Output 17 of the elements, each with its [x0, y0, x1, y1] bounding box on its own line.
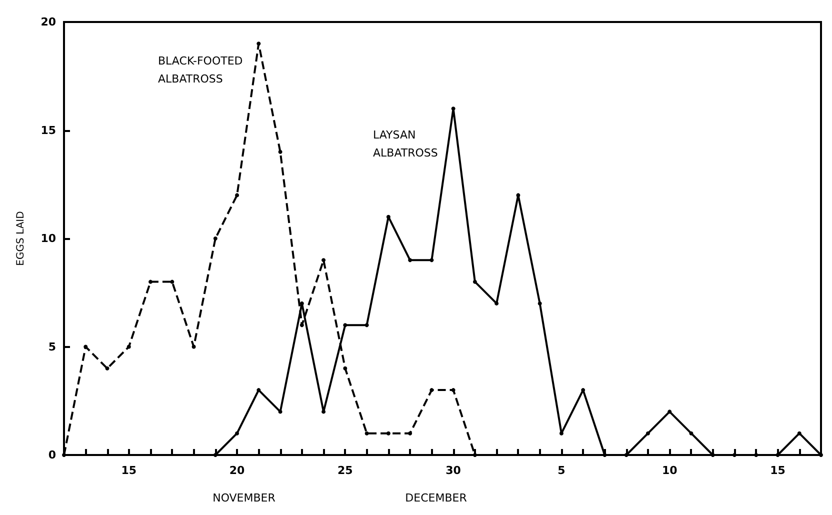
series-label: LAYSAN ALBATROSS — [373, 128, 438, 160]
x-tick-label: 30 — [446, 464, 462, 477]
x-tick-label: 25 — [338, 464, 353, 477]
text: DECEMBER — [405, 492, 468, 504]
y-tick-label: 10 — [40, 232, 56, 245]
x-tick-label: 10 — [662, 464, 678, 477]
x-tick-label: 15 — [121, 464, 137, 477]
y-tick-label: 20 — [40, 16, 56, 28]
text: NOVEMBER — [212, 492, 276, 504]
y-tick-label: 5 — [48, 340, 56, 354]
x-tick-label: 5 — [558, 464, 566, 477]
y-tick-label: 0 — [48, 448, 56, 462]
series-label: BLACK-FOOTED ALBATROSS — [158, 54, 243, 86]
x-tick-label: 20 — [229, 464, 246, 477]
y-tick-label: 15 — [40, 124, 56, 137]
y-axis-title: EGGS LAID — [16, 210, 26, 266]
x-tick-label: 15 — [770, 464, 786, 477]
